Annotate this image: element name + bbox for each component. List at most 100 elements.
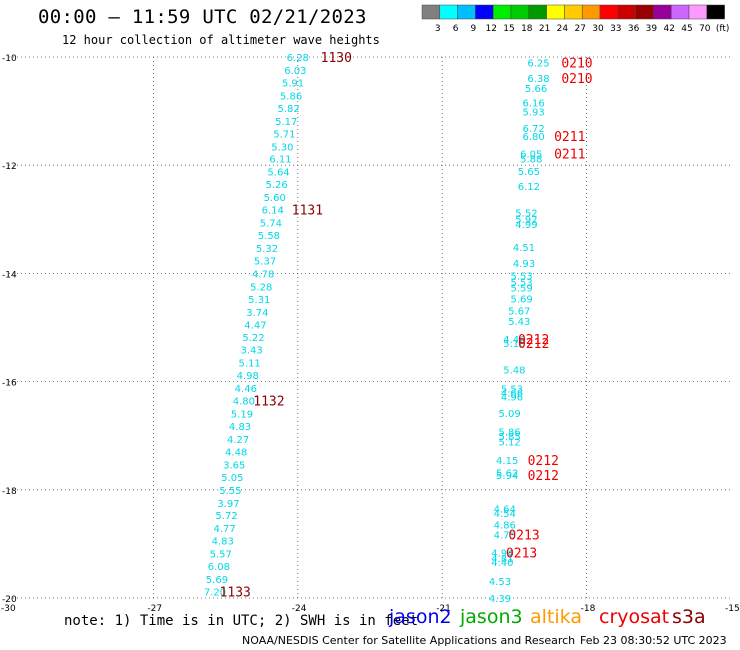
color-scale-label: 45: [681, 24, 692, 34]
color-scale-label: 30: [592, 24, 604, 34]
swh-value: 3.65: [223, 460, 245, 471]
swh-value: 6.72: [523, 124, 545, 135]
satellite-jason3: jason3: [460, 606, 523, 628]
color-scale-label: 39: [646, 24, 658, 34]
swh-value: 4.15: [496, 456, 518, 467]
swh-value: 5.53: [501, 385, 523, 396]
color-scale-label: 3: [435, 24, 441, 34]
swh-value: 5.82: [278, 104, 300, 115]
swh-value: 6.80: [523, 132, 545, 143]
swh-value: 4.78: [252, 269, 274, 280]
color-scale-swatch: [457, 4, 476, 20]
swh-value: 6.28: [287, 53, 309, 64]
swh-value-labels: 6.28 6.035.91 5.86 5.82 5.175.71 5.30 6.11 5.64…: [204, 53, 550, 605]
swh-value: 5.86: [280, 91, 302, 102]
swh-value: 6.38: [527, 74, 549, 85]
chart-title: 00:00 – 11:59 UTC 02/21/2023: [38, 6, 367, 28]
swh-value: 5.09: [498, 409, 520, 420]
swh-value: 4.54: [494, 509, 516, 520]
time-label: 0210: [561, 72, 592, 87]
time-label: 0211: [554, 147, 585, 162]
swh-value: 5.37: [254, 256, 276, 267]
color-scale-swatch: [546, 4, 565, 20]
color-scale-swatch: [439, 4, 458, 20]
swh-value: 4.77: [214, 524, 236, 535]
satellite-s3a: s3a: [672, 606, 706, 628]
swh-value: 7.20: [204, 588, 226, 599]
swh-value: 5.30: [271, 142, 293, 153]
y-tick-label: -12: [2, 162, 17, 172]
color-scale-label: 12: [485, 24, 496, 34]
x-tick-label: -18: [581, 604, 596, 614]
swh-value: 6.25: [527, 58, 549, 69]
x-tick-label: -21: [436, 604, 451, 614]
swh-value: 4.39: [489, 594, 511, 605]
swh-value: 5.92: [515, 215, 537, 226]
time-label: 1131: [292, 204, 323, 219]
color-scale-label: 70: [699, 24, 711, 34]
swh-value: 5.74: [260, 219, 282, 230]
time-label: 1133: [220, 586, 251, 601]
time-label: 1132: [253, 395, 284, 410]
swh-value: 6.08: [208, 562, 230, 573]
swh-value: 5.05: [221, 473, 243, 484]
swh-value: 4.27: [227, 435, 249, 446]
color-scale-swatch: [653, 4, 672, 20]
swh-value: 4.98: [237, 371, 259, 382]
swh-value: 5.59: [510, 283, 532, 294]
color-scale-label: 24: [557, 24, 569, 34]
swh-value: 6.16: [523, 98, 545, 109]
color-scale-label: 21: [539, 24, 550, 34]
swh-value: 4.48: [225, 447, 247, 458]
swh-value: 6.05: [520, 149, 542, 160]
x-tick-label: -24: [292, 604, 307, 614]
satellite-jason2: jason2: [389, 606, 452, 628]
plot-grid: [9, 56, 731, 599]
time-label: 0210: [561, 56, 592, 71]
swh-value: 6.14: [262, 206, 284, 217]
swh-value: 5.48: [503, 366, 525, 377]
swh-value: 5.91: [282, 78, 304, 89]
swh-value: 5.62: [496, 468, 518, 479]
color-scale-label: 27: [574, 24, 585, 34]
swh-value: 4.94: [491, 549, 513, 560]
swh-value: 5.64: [267, 168, 289, 179]
swh-value: 3.97: [217, 499, 239, 510]
swh-value: 5.12: [498, 438, 520, 449]
chart-subtitle: 12 hour collection of altimeter wave hei…: [62, 33, 380, 47]
footer-note: note: 1) Time is in UTC; 2) SWH is in fe…: [64, 613, 419, 629]
color-scale-label: (ft): [716, 24, 730, 34]
color-scale-swatch: [528, 4, 547, 20]
swh-value: 5.66: [525, 84, 547, 95]
footer-credit: NOAA/NESDIS Center for Satellite Applica…: [242, 634, 576, 647]
color-scale-label: 18: [521, 24, 533, 34]
swh-value: 5.58: [258, 231, 280, 242]
color-scale-label: 36: [628, 24, 640, 34]
color-scale-label: 9: [471, 24, 477, 34]
swh-value: 4.93: [513, 259, 535, 270]
swh-value: 5.52: [515, 208, 537, 219]
color-scale-swatch: [599, 4, 619, 20]
swh-value: 5.32: [256, 244, 278, 255]
time-stamp-labels: 1130113111321133021002100211021102120212…: [220, 51, 593, 601]
color-scale-swatch: [670, 4, 690, 20]
swh-value: 6.03: [284, 66, 306, 77]
color-scale-swatch: [564, 4, 583, 20]
swh-value: 5.72: [215, 511, 237, 522]
swh-value: 5.26: [265, 180, 287, 191]
swh-value: 4.51: [513, 243, 535, 254]
color-scale-label: 6: [453, 24, 459, 34]
color-scale-swatch: [635, 4, 654, 20]
color-scale-swatch: [492, 4, 512, 20]
swh-value: 5.11: [239, 359, 261, 370]
color-scale-swatch: [510, 4, 530, 20]
axis-tick-labels: -10 -12 -14 -16 -18 -20 -27 -24 -21 -18 -15 -30: [1, 54, 740, 614]
swh-value: 4.64: [494, 505, 516, 516]
swh-value: 5.53: [510, 272, 532, 283]
swh-value: 5.86: [498, 427, 520, 438]
swh-value: 5.94: [496, 471, 518, 482]
swh-value: 3.43: [240, 346, 262, 357]
color-scale-bar: 3 6 9 12 15 18 21 24 27 30 33 36 39 42 45 70 (ft): [421, 4, 730, 34]
swh-value: 4.81: [491, 554, 513, 565]
